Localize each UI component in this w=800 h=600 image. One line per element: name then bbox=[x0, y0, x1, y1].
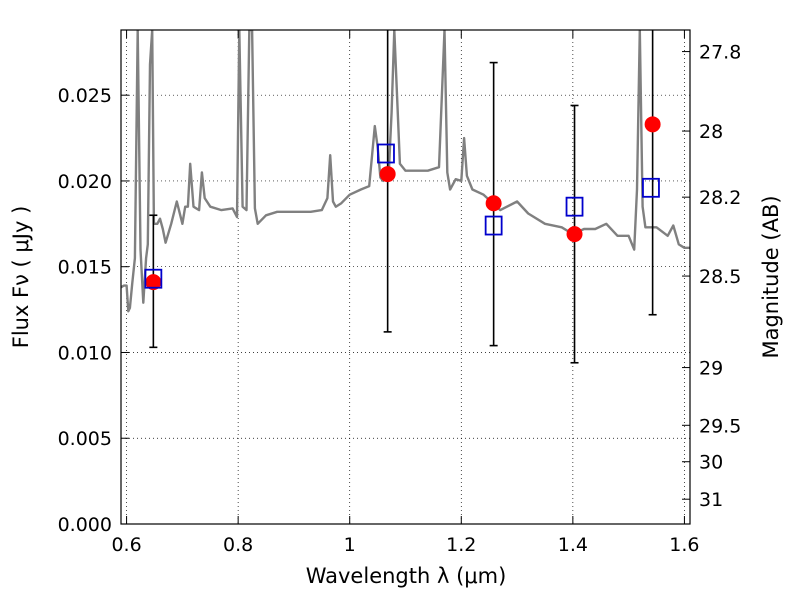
y2-tick-label: 29.5 bbox=[699, 415, 741, 437]
model-square bbox=[565, 196, 584, 217]
y2-tick-label: 28.5 bbox=[699, 266, 741, 288]
y-tick-label: 0.015 bbox=[58, 257, 112, 279]
model-square bbox=[377, 143, 395, 164]
spectrum-layer bbox=[121, 30, 690, 313]
y2-tick-label: 27.8 bbox=[699, 42, 741, 64]
observed-point bbox=[644, 116, 661, 133]
model-square bbox=[484, 215, 503, 236]
ticks-layer: 0.6 0.8 1 1.2 1.4 1.6 0.000 0.005 0.010 0.015 0.02… bbox=[58, 30, 741, 556]
y2-tick-label: 31 bbox=[699, 489, 723, 511]
x-tick-label: 1 bbox=[344, 534, 356, 556]
grid-lines bbox=[121, 30, 690, 525]
y-tick-label: 0.010 bbox=[58, 342, 112, 364]
y2-tick-label: 29 bbox=[699, 358, 723, 380]
marker-layer bbox=[144, 116, 661, 291]
model-square bbox=[144, 268, 163, 289]
x-tick-label: 0.8 bbox=[223, 534, 253, 556]
y-tick-label: 0.000 bbox=[58, 514, 112, 536]
observed-point bbox=[566, 226, 583, 243]
plot-frame bbox=[120, 29, 691, 525]
y2-tick-label: 28 bbox=[699, 121, 723, 143]
x-tick-label: 1.2 bbox=[446, 534, 476, 556]
observed-point bbox=[485, 195, 502, 212]
x-tick-label: 1.4 bbox=[558, 534, 588, 556]
model-square bbox=[642, 177, 660, 198]
y-axis-label: Flux Fν ( μJy ) bbox=[9, 206, 33, 349]
y2-tick-label: 28.2 bbox=[699, 187, 741, 209]
y2-axis-label: Magnitude (AB) bbox=[759, 195, 783, 358]
x-tick-label: 1.6 bbox=[669, 534, 699, 556]
x-tick-label: 0.6 bbox=[111, 534, 141, 556]
y-tick-label: 0.005 bbox=[58, 428, 112, 450]
spectrum-line bbox=[121, 30, 690, 313]
errorbar-layer bbox=[149, 30, 657, 364]
y2-tick-label: 30 bbox=[699, 452, 723, 474]
y-tick-label: 0.020 bbox=[58, 171, 112, 193]
x-axis-label: Wavelength λ (μm) bbox=[306, 564, 507, 588]
y-tick-label: 0.025 bbox=[58, 85, 112, 107]
observed-point bbox=[379, 166, 396, 183]
